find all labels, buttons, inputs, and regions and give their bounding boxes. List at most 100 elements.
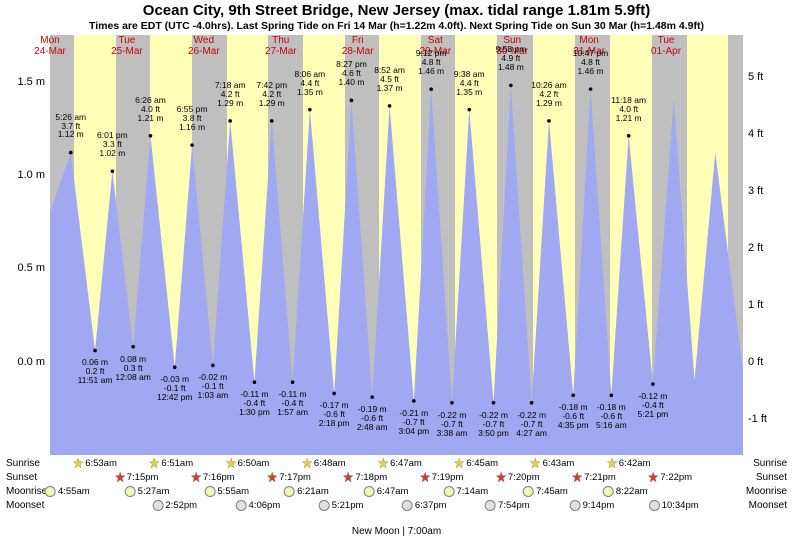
y-axis-right: -1 ft0 ft1 ft2 ft3 ft4 ft5 ft bbox=[743, 35, 793, 455]
tide-label: -0.22 m-0.7 ft3:50 pm bbox=[478, 411, 509, 438]
star-icon bbox=[607, 458, 617, 468]
footer-item: 6:21am bbox=[284, 486, 329, 497]
footer-item: 6:37pm bbox=[402, 500, 447, 511]
tide-point bbox=[131, 345, 135, 349]
y-tick-right: 3 ft bbox=[748, 185, 763, 197]
footer-item: 7:45am bbox=[523, 486, 568, 497]
footer-row-label: Moonset bbox=[6, 500, 44, 511]
footer-item: 7:14am bbox=[443, 486, 488, 497]
y-tick-right: 2 ft bbox=[748, 242, 763, 254]
circle-icon bbox=[570, 500, 581, 511]
tide-label: -0.02 m-0.1 ft1:03 am bbox=[197, 373, 228, 400]
tide-point bbox=[610, 393, 614, 397]
date-label: Tue25-Mar bbox=[111, 35, 143, 57]
y-tick-right: 0 ft bbox=[748, 356, 763, 368]
footer-row-label-right: Sunset bbox=[756, 472, 787, 483]
tide-label: -0.22 m-0.7 ft4:27 am bbox=[516, 411, 547, 438]
date-label: Thu27-Mar bbox=[265, 35, 297, 57]
footer-item: 6:45am bbox=[454, 458, 498, 469]
tide-label: 10:47 pm4.8 ft1.46 m bbox=[573, 49, 608, 76]
tide-label: 11:18 am4.0 ft1.21 m bbox=[611, 96, 646, 123]
tide-point bbox=[190, 143, 194, 147]
footer-item: 6:47am bbox=[378, 458, 422, 469]
footer-row-label-right: Moonrise bbox=[746, 486, 787, 497]
tide-label: -0.17 m-0.6 ft2:18 pm bbox=[319, 401, 350, 428]
tide-point bbox=[429, 87, 433, 91]
circle-icon bbox=[319, 500, 330, 511]
tide-point bbox=[651, 382, 655, 386]
y-tick-right: 1 ft bbox=[748, 299, 763, 311]
star-icon bbox=[420, 472, 430, 482]
star-icon bbox=[343, 472, 353, 482]
circle-icon bbox=[284, 486, 295, 497]
circle-icon bbox=[364, 486, 375, 497]
circle-icon bbox=[443, 486, 454, 497]
footer-item: 7:54pm bbox=[485, 500, 530, 511]
tide-label: 9:38 am4.4 ft1.35 m bbox=[454, 70, 485, 97]
star-icon bbox=[267, 472, 277, 482]
tide-point bbox=[270, 119, 274, 123]
tide-point bbox=[571, 393, 575, 397]
circle-icon bbox=[45, 486, 56, 497]
tide-point bbox=[291, 380, 295, 384]
tide-label: 0.06 m0.2 ft11:51 am bbox=[78, 358, 113, 385]
y-tick-left: 0.5 m bbox=[17, 262, 45, 274]
footer-item: 6:51am bbox=[149, 458, 193, 469]
star-icon bbox=[302, 458, 312, 468]
tide-point bbox=[332, 392, 336, 396]
tide-point bbox=[450, 401, 454, 405]
footer-item: 8:22am bbox=[603, 486, 648, 497]
tide-label: -0.03 m-0.1 ft12:42 pm bbox=[157, 375, 192, 402]
footer-item: 6:47am bbox=[364, 486, 409, 497]
tide-label: 7:18 am4.2 ft1.29 m bbox=[215, 81, 246, 108]
y-tick-right: 5 ft bbox=[748, 71, 763, 83]
tide-point bbox=[370, 395, 374, 399]
circle-icon bbox=[236, 500, 247, 511]
tide-label: 6:01 pm3.3 ft1.02 m bbox=[97, 131, 128, 158]
tide-label: -0.19 m-0.6 ft2:48 am bbox=[357, 405, 388, 432]
tide-point bbox=[228, 119, 232, 123]
footer-item: 5:21pm bbox=[319, 500, 364, 511]
tide-label: 8:52 am4.5 ft1.37 m bbox=[374, 66, 405, 93]
circle-icon bbox=[125, 486, 136, 497]
footer-item: 7:15pm bbox=[115, 472, 159, 483]
tide-label: -0.11 m-0.4 ft1:30 pm bbox=[239, 390, 270, 417]
footer-item: 7:20pm bbox=[496, 472, 540, 483]
footer-row-label-right: Moonset bbox=[749, 500, 787, 511]
tide-point bbox=[350, 99, 354, 103]
tide-label: -0.22 m-0.7 ft3:38 am bbox=[437, 411, 468, 438]
footer-row-label: Moonrise bbox=[6, 486, 47, 497]
date-label: Wed26-Mar bbox=[188, 35, 220, 57]
tide-label: 5:26 am3.7 ft1.12 m bbox=[55, 113, 86, 140]
footer-item: 6:48am bbox=[302, 458, 346, 469]
circle-icon bbox=[204, 486, 215, 497]
tide-point bbox=[467, 108, 471, 112]
footer-row-label: Sunset bbox=[6, 472, 37, 483]
tide-point bbox=[111, 169, 115, 173]
star-icon bbox=[378, 458, 388, 468]
tide-label: -0.21 m-0.7 ft3:04 pm bbox=[398, 409, 429, 436]
y-tick-left: 1.0 m bbox=[17, 169, 45, 181]
tide-point bbox=[547, 119, 551, 123]
star-icon bbox=[454, 458, 464, 468]
footer-item: 6:43am bbox=[531, 458, 575, 469]
star-icon bbox=[226, 458, 236, 468]
footer-item: 4:06pm bbox=[236, 500, 281, 511]
footer-item: 6:42am bbox=[607, 458, 651, 469]
star-icon bbox=[572, 472, 582, 482]
tide-label: -0.18 m-0.6 ft4:35 pm bbox=[558, 403, 589, 430]
footer-item: 7:17pm bbox=[267, 472, 311, 483]
footer-item: 7:16pm bbox=[191, 472, 235, 483]
date-label: Tue01-Apr bbox=[651, 35, 681, 57]
star-icon bbox=[191, 472, 201, 482]
footer-row-label: Sunrise bbox=[6, 458, 40, 469]
footer-item: 5:27am bbox=[125, 486, 170, 497]
tide-point bbox=[412, 399, 416, 403]
tide-point bbox=[530, 401, 534, 405]
tide-label: 0.08 m0.3 ft12:08 am bbox=[115, 355, 150, 382]
circle-icon bbox=[649, 500, 660, 511]
footer-item: 4:55am bbox=[45, 486, 90, 497]
footer-row-label-right: Sunrise bbox=[753, 458, 787, 469]
star-icon bbox=[115, 472, 125, 482]
footer-item: 5:55am bbox=[204, 486, 249, 497]
